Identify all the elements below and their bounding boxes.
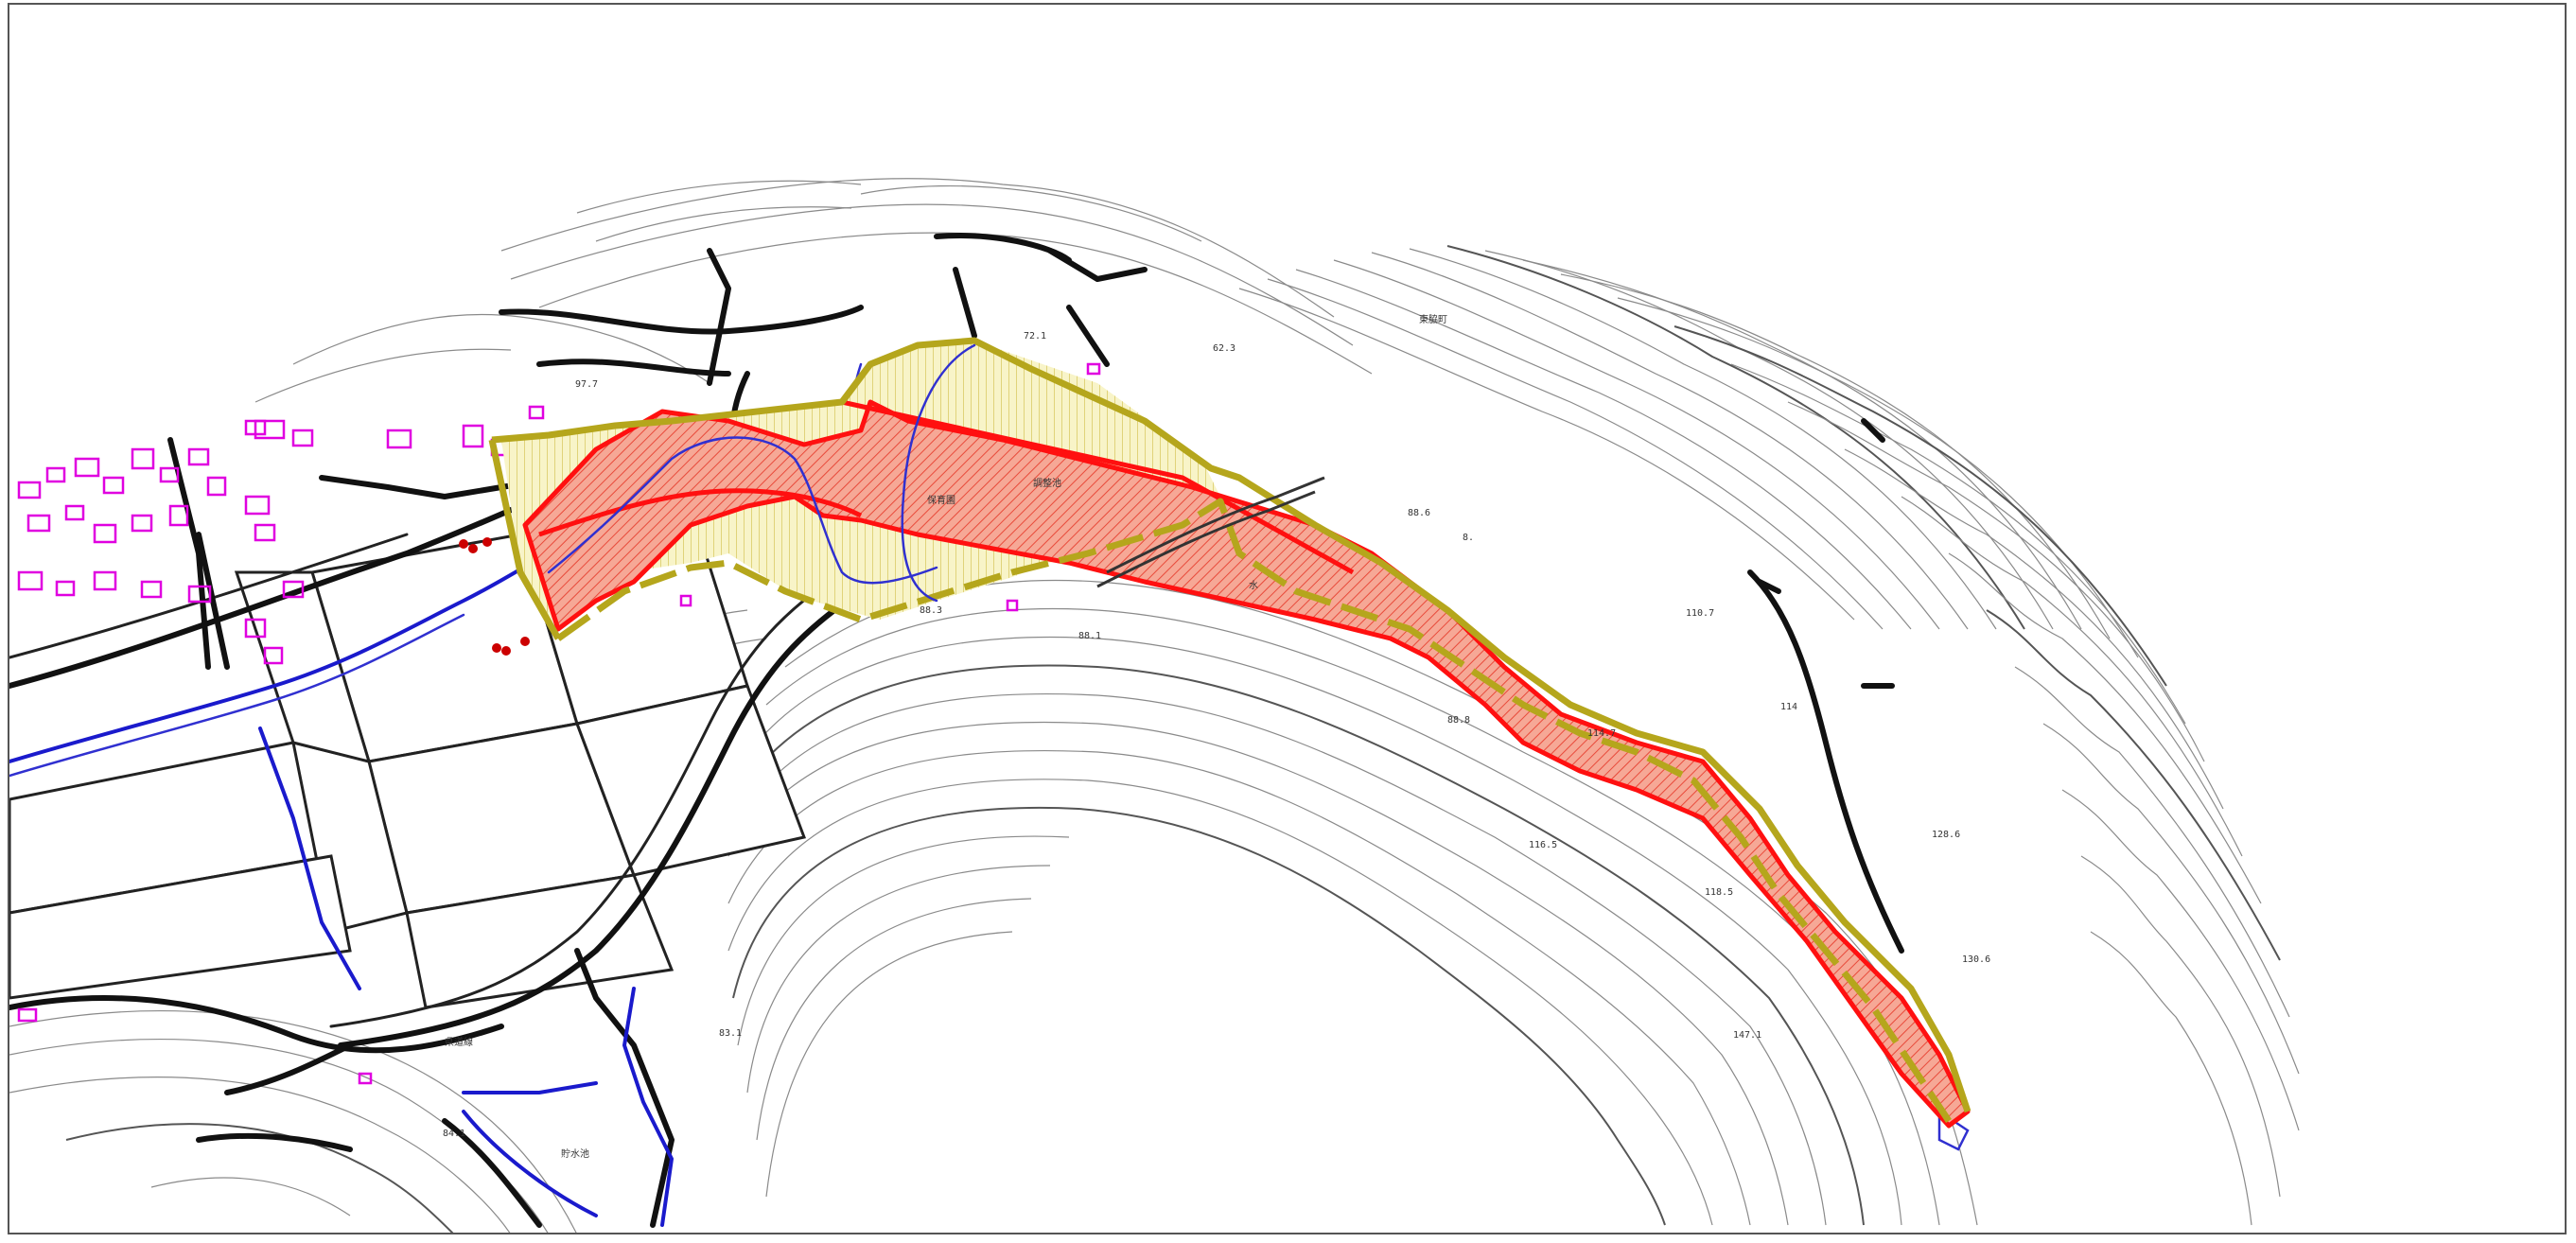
svg-text:8.: 8. <box>1463 533 1474 543</box>
svg-text:62.3: 62.3 <box>1213 343 1235 354</box>
svg-text:83.1: 83.1 <box>719 1028 742 1039</box>
svg-text:114.7: 114.7 <box>1587 728 1616 739</box>
map-frame: 東脇町 97.7 72.1 62.3 88.6 110.7 114 128.6 … <box>8 3 2567 1234</box>
svg-text:147.1: 147.1 <box>1733 1030 1761 1041</box>
svg-text:88.8: 88.8 <box>1447 715 1470 726</box>
river <box>9 551 551 763</box>
svg-text:88.1: 88.1 <box>1078 631 1101 641</box>
svg-text:88.6: 88.6 <box>1408 508 1430 518</box>
svg-text:128.6: 128.6 <box>1932 830 1960 840</box>
svg-text:72.1: 72.1 <box>1024 331 1046 341</box>
svg-text:110.7: 110.7 <box>1686 608 1714 619</box>
svg-text:調整池: 調整池 <box>1033 477 1061 489</box>
south-road <box>338 588 864 1048</box>
svg-text:97.7: 97.7 <box>575 379 598 390</box>
svg-text:水: 水 <box>1249 580 1258 591</box>
svg-text:88.3: 88.3 <box>920 605 942 616</box>
svg-text:130.6: 130.6 <box>1962 954 1990 965</box>
buildings <box>17 362 1370 1085</box>
svg-text:84.1: 84.1 <box>443 1129 465 1139</box>
svg-text:県道線: 県道線 <box>445 1036 473 1048</box>
project-boundary <box>488 337 1971 1123</box>
field-grid <box>9 504 807 1009</box>
svg-text:保育園: 保育園 <box>927 494 955 506</box>
svg-text:114: 114 <box>1780 702 1797 712</box>
topographic-map[interactable]: 東脇町 97.7 72.1 62.3 88.6 110.7 114 128.6 … <box>9 5 2567 1234</box>
label-town: 東脇町 <box>1419 313 1447 325</box>
svg-text:116.5: 116.5 <box>1529 840 1557 850</box>
svg-text:118.5: 118.5 <box>1705 887 1733 898</box>
map-labels: 東脇町 97.7 72.1 62.3 88.6 110.7 114 128.6 … <box>443 313 1990 1160</box>
channel-inner <box>547 436 938 585</box>
svg-text:貯水池: 貯水池 <box>561 1147 589 1160</box>
hazard-zone[interactable] <box>522 399 1971 1129</box>
